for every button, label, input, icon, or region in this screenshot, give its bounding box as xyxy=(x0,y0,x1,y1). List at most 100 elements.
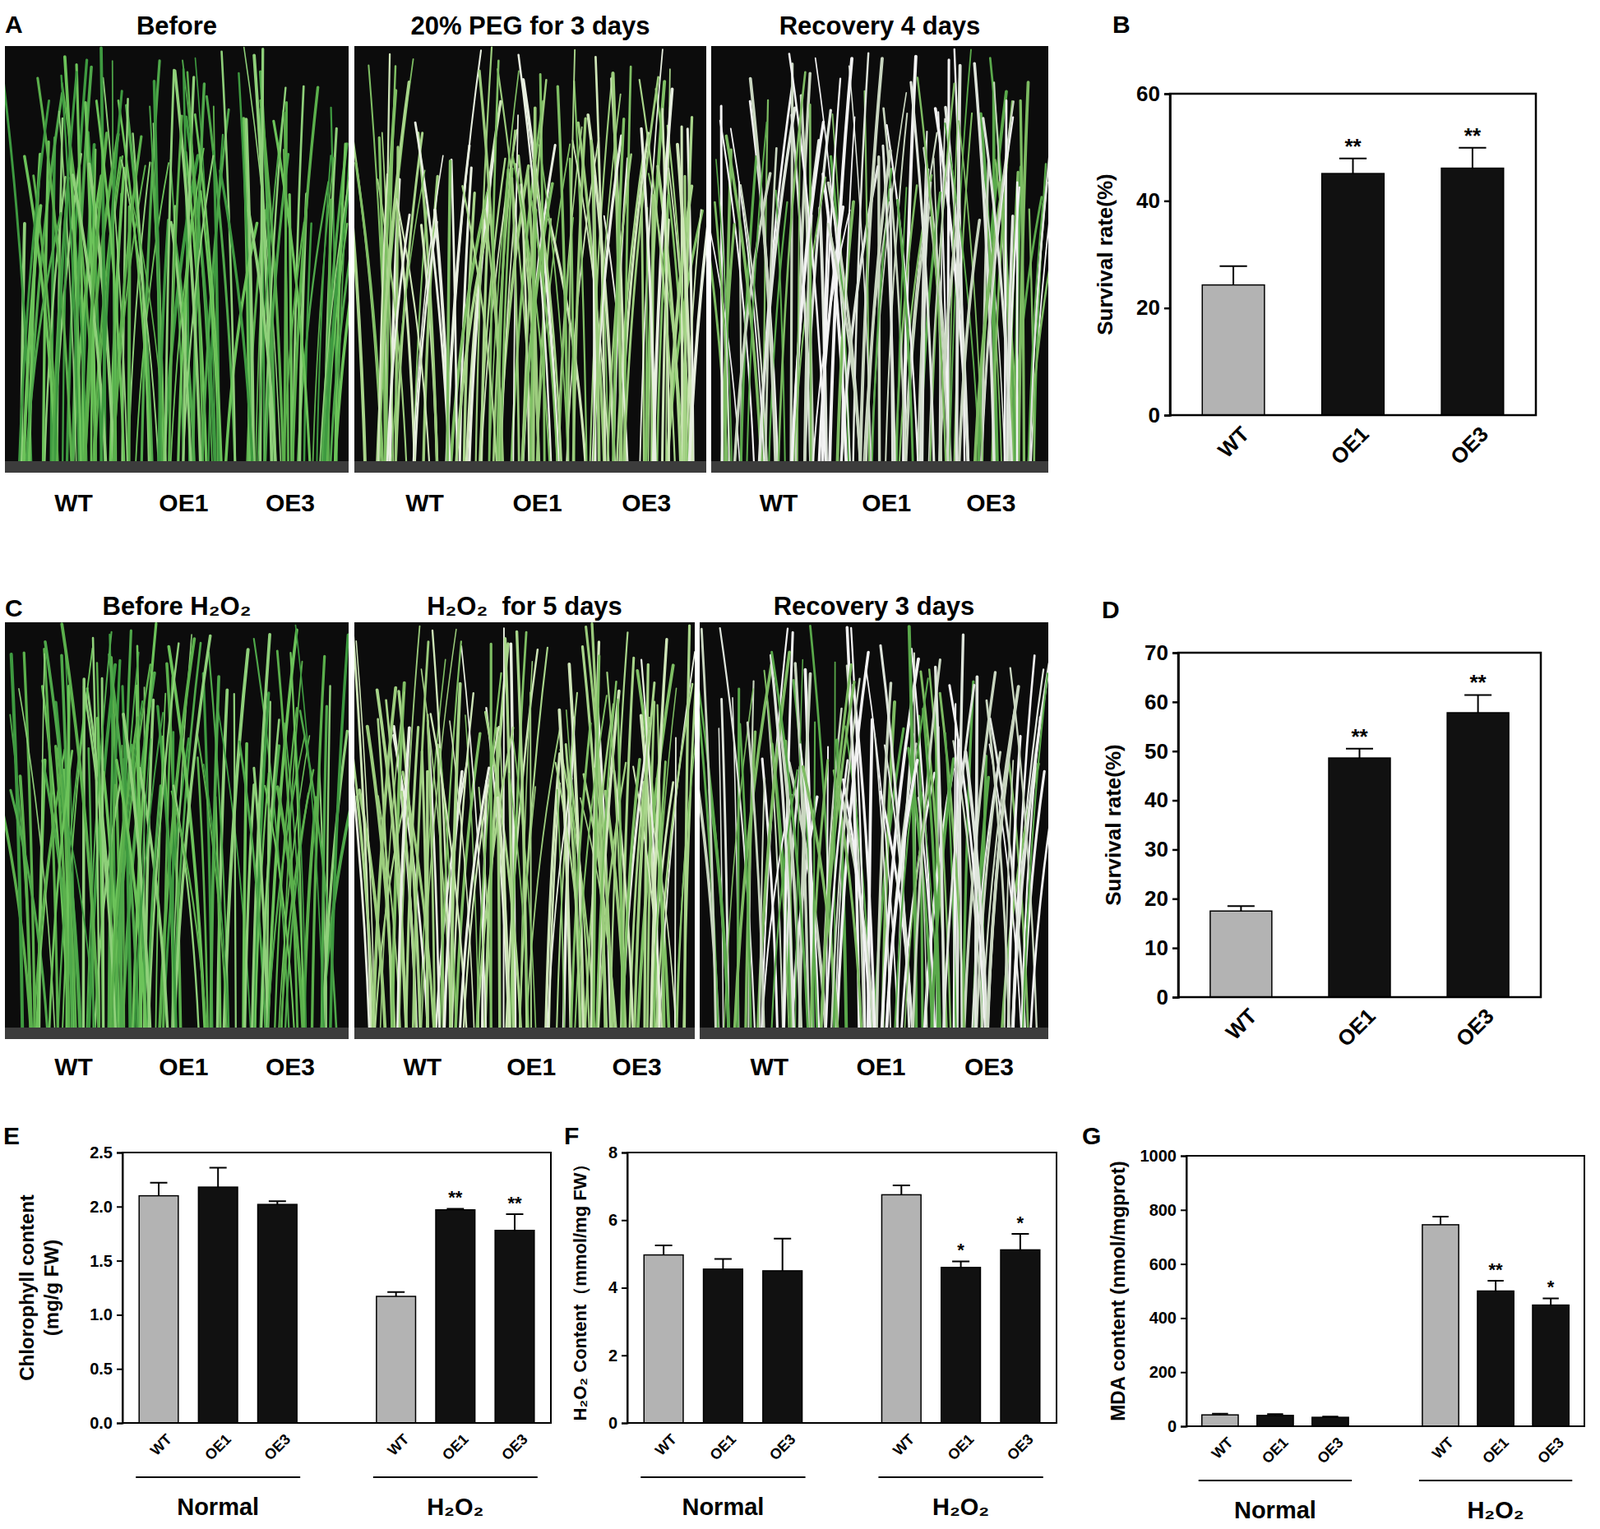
seedling xyxy=(213,151,220,462)
error-bar xyxy=(1011,1234,1029,1250)
category-label: OE3 xyxy=(1534,1434,1568,1468)
tick: 0 xyxy=(608,1414,628,1433)
bar xyxy=(198,1187,238,1424)
panel-letter: B xyxy=(1112,10,1131,38)
seedling xyxy=(797,118,800,462)
photo-background xyxy=(354,46,707,473)
significance: * xyxy=(1017,1212,1025,1234)
seedling xyxy=(354,679,370,1028)
seedling xyxy=(330,634,348,1028)
plot-area xyxy=(1210,694,1509,998)
bar xyxy=(1328,758,1391,998)
error-bar xyxy=(1458,147,1486,169)
photo-label: OE3 xyxy=(612,1053,662,1081)
seedling xyxy=(96,101,125,462)
tick-mark xyxy=(1172,701,1179,704)
seedling xyxy=(497,169,509,462)
error-bar xyxy=(268,1201,287,1205)
tick: 8 xyxy=(608,1143,628,1162)
tick-label: 1.0 xyxy=(89,1305,113,1324)
tick-label: 2 xyxy=(608,1346,618,1365)
bar xyxy=(643,1255,684,1424)
group-label: H₂O₂ xyxy=(932,1493,990,1521)
tick-label: 6 xyxy=(608,1211,618,1230)
seedling xyxy=(522,79,546,462)
seedling xyxy=(239,741,266,1028)
seedling xyxy=(778,72,805,462)
seedling xyxy=(1031,756,1049,1028)
seedling xyxy=(593,94,621,462)
seedling xyxy=(622,759,640,1028)
bar xyxy=(703,1269,744,1424)
seedling xyxy=(238,73,253,462)
tick-label: 20 xyxy=(1144,886,1169,911)
y-axis: 0204060 xyxy=(1136,81,1170,428)
tick-label: 4 xyxy=(608,1278,619,1297)
seedling xyxy=(427,715,435,1028)
tick-label: 0.5 xyxy=(89,1359,113,1379)
seedling xyxy=(529,693,532,1028)
seedling xyxy=(897,199,914,462)
tick-mark xyxy=(1164,200,1170,204)
bar xyxy=(376,1296,417,1424)
seedling xyxy=(886,760,917,1028)
seedling xyxy=(252,634,270,1028)
seedling xyxy=(61,624,99,1028)
seedling xyxy=(841,116,855,462)
significance: * xyxy=(957,1239,965,1261)
seedling xyxy=(171,791,207,1028)
axis-line xyxy=(1180,1156,1188,1428)
seedling xyxy=(277,786,304,1028)
seedling xyxy=(675,737,676,1028)
seedling xyxy=(281,770,314,1028)
seedling xyxy=(439,641,461,1028)
error-bar xyxy=(446,1208,464,1210)
plot-frame xyxy=(1178,652,1541,998)
error-bar xyxy=(714,1259,732,1270)
seedling xyxy=(503,628,505,1028)
plot-area xyxy=(1202,1216,1569,1427)
bar xyxy=(1477,1291,1514,1428)
bar xyxy=(1322,173,1385,416)
photo-label: OE3 xyxy=(265,1053,315,1081)
seedling xyxy=(49,750,73,1028)
tick-mark xyxy=(1164,92,1170,96)
tick-label: 400 xyxy=(1149,1308,1177,1328)
tick-mark xyxy=(116,1206,123,1208)
category-label: WT xyxy=(652,1431,680,1460)
seedling xyxy=(633,717,649,1028)
seedling xyxy=(61,83,97,462)
tick-mark xyxy=(1172,996,1179,999)
tick: 60 xyxy=(1144,689,1179,715)
bar xyxy=(1257,1415,1294,1427)
error-bar xyxy=(150,1183,168,1197)
significance: * xyxy=(1547,1276,1555,1298)
seedling xyxy=(739,724,751,1028)
tick-label: 8 xyxy=(608,1143,618,1162)
significance: ** xyxy=(448,1187,463,1208)
seedling xyxy=(843,779,871,1028)
seedling xyxy=(45,642,80,1028)
tick: 6 xyxy=(608,1211,628,1230)
tick-label: 200 xyxy=(1149,1363,1177,1382)
seedling xyxy=(897,187,907,462)
seedling xyxy=(173,786,199,1028)
seedling xyxy=(935,666,945,1028)
tick: 10 xyxy=(1144,935,1179,961)
seedling xyxy=(947,60,949,462)
group-label: Normal xyxy=(176,1493,259,1521)
tick: 2.5 xyxy=(89,1143,123,1162)
seedling xyxy=(354,90,383,462)
seedling xyxy=(853,684,875,1028)
photo-background xyxy=(4,46,349,473)
tick-mark xyxy=(116,1368,123,1371)
seedling xyxy=(1018,82,1029,462)
category-label: OE3 xyxy=(498,1431,532,1465)
photo-label: WT xyxy=(405,489,444,517)
photo-label: OE3 xyxy=(265,489,315,517)
seedling xyxy=(354,692,375,1028)
bar xyxy=(258,1204,298,1424)
plot-frame xyxy=(122,1152,551,1424)
category-label: OE3 xyxy=(1451,1003,1499,1052)
plot-frame xyxy=(1186,1156,1585,1427)
